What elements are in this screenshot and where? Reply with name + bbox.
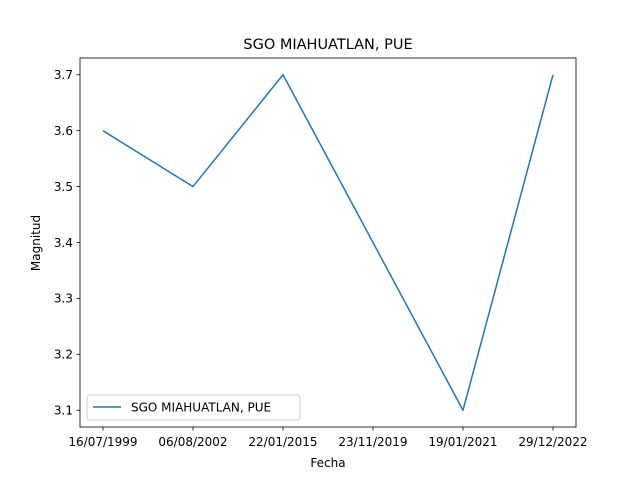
y-tick-label: 3.1 [54, 404, 73, 418]
x-tick-label: 16/07/1999 [68, 435, 137, 449]
x-tick-label: 23/11/2019 [338, 435, 407, 449]
y-tick-label: 3.4 [54, 236, 73, 250]
plot-frame [79, 57, 577, 428]
y-tick-label: 3.5 [54, 180, 73, 194]
y-axis: 3.1 3.2 3.3 3.4 3.5 3.6 3.7 [54, 68, 80, 418]
x-axis-label: Fecha [310, 456, 345, 470]
y-tick-label: 3.2 [54, 348, 73, 362]
legend-box [86, 394, 301, 421]
y-tick-label: 3.3 [54, 292, 73, 306]
x-tick-label: 22/01/2015 [248, 435, 317, 449]
x-tick-label: 29/12/2022 [518, 435, 587, 449]
plot-series [102, 74, 554, 411]
chart-title: SGO MIAHUATLAN, PUE [243, 37, 412, 53]
x-tick-label: 19/01/2021 [428, 435, 497, 449]
legend-label: SGO MIAHUATLAN, PUE [131, 400, 271, 414]
x-tick-label: 06/08/2002 [158, 435, 227, 449]
y-tick-label: 3.6 [54, 124, 73, 138]
x-axis: 16/07/1999 06/08/2002 22/01/2015 23/11/2019… [68, 427, 588, 449]
y-tick-label: 3.7 [54, 68, 73, 82]
legend: SGO MIAHUATLAN, PUE [86, 394, 301, 421]
series-line [102, 74, 554, 411]
y-axis-label: Magnitud [29, 215, 43, 271]
